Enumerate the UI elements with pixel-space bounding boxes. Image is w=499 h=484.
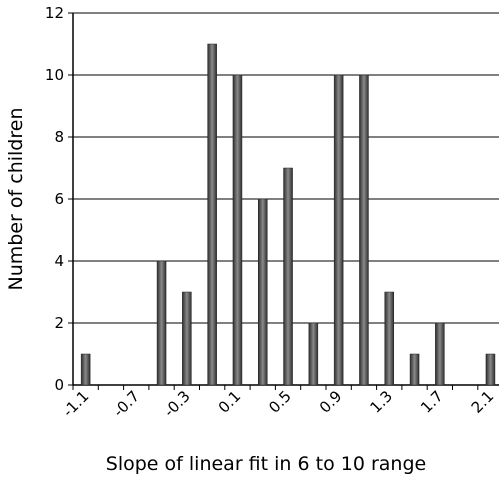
x-tick-label: 2.1 (468, 387, 498, 417)
y-tick-label: 6 (54, 190, 64, 208)
bar (182, 291, 192, 386)
bar (485, 353, 496, 386)
bar (308, 322, 319, 386)
x-tick-label: 1.3 (366, 387, 396, 417)
bar (207, 43, 217, 386)
x-tick-label: -0.7 (110, 387, 143, 420)
bar (258, 198, 268, 386)
bar (359, 74, 369, 386)
bar (409, 353, 420, 386)
y-tick-label: 12 (45, 4, 64, 22)
bar (283, 167, 293, 386)
bar (232, 74, 243, 386)
x-tick-label: 0.5 (265, 387, 295, 417)
x-axis-title: Slope of linear fit in 6 to 10 range (106, 453, 426, 475)
x-tick-label: 0.1 (215, 387, 245, 417)
y-axis-title: Number of children (5, 108, 27, 291)
bar (156, 260, 167, 386)
x-tick-label: 0.9 (316, 387, 346, 417)
bar (333, 74, 344, 386)
x-tick-label: 1.7 (417, 387, 447, 417)
x-tick-label: -1.1 (59, 387, 92, 420)
bar (384, 291, 394, 386)
y-tick-label: 8 (54, 128, 64, 146)
y-tick-label: 0 (54, 376, 64, 394)
y-tick-label: 10 (45, 66, 64, 84)
bar (435, 322, 445, 386)
y-tick-label: 2 (54, 314, 64, 332)
y-tick-label: 4 (54, 252, 64, 270)
bar (80, 353, 91, 386)
x-tick-label: -0.3 (160, 387, 193, 420)
